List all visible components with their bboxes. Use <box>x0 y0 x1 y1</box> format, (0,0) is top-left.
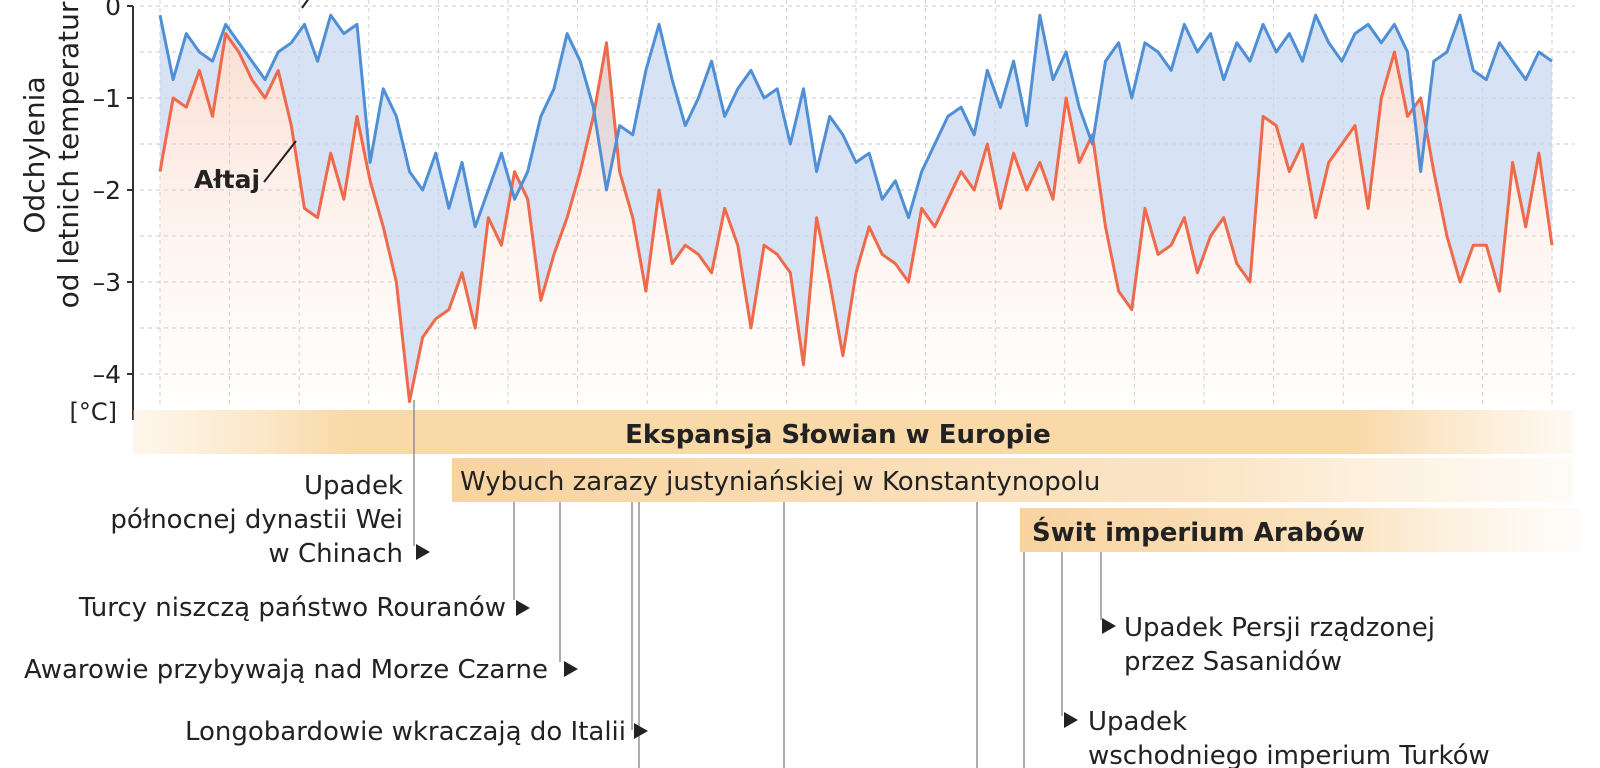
y-axis-title-line2: od letnich temperatur <box>52 1 85 308</box>
event-rouran-arrow-icon <box>516 600 530 616</box>
top-pointer <box>301 0 309 9</box>
y-tick-label: –1 <box>93 84 121 113</box>
plague-bar <box>452 458 1573 502</box>
arab-empire-label: Świt imperium Arabów <box>1032 516 1365 548</box>
altai-series-label: Ałtaj <box>194 165 260 194</box>
y-axis: 0 –1 –2 –3 –4 <box>93 0 134 420</box>
y-axis-title-line1: Odchylenia <box>18 76 51 233</box>
red-fade <box>160 33 1552 406</box>
blue-red-band <box>160 15 1552 402</box>
event-persia-line2: przez Sasanidów <box>1124 647 1342 677</box>
event-lombards-arrow-icon <box>634 723 648 739</box>
band-area <box>160 15 1552 402</box>
y-tick-label: –4 <box>93 360 121 389</box>
slavic-expansion-label: Ekspansja Słowian w Europie <box>625 420 1051 450</box>
series-blue-line <box>158 13 1553 229</box>
event-turks-line2: wschodniego imperium Turków <box>1088 741 1490 768</box>
y-tick-label: 0 <box>105 0 121 21</box>
altai-pointer <box>263 140 297 183</box>
plague-label: Wybuch zarazy justyniańskiej w Konstanty… <box>460 467 1100 497</box>
slavic-expansion-bar <box>133 410 1573 454</box>
altai-label-group: Ałtaj <box>194 0 309 194</box>
event-labels-left: Upadek północnej dynastii Wei w Chinach … <box>24 471 648 747</box>
event-wei-line2: północnej dynastii Wei <box>110 505 403 535</box>
y-axis-unit: [°C] <box>70 398 117 426</box>
series-lines <box>158 13 1554 404</box>
event-turks-arrow-icon <box>1064 712 1078 728</box>
series-altai-line <box>158 32 1554 404</box>
event-rouran: Turcy niszczą państwo Rouranów <box>78 593 506 623</box>
event-persia-arrow-icon <box>1102 618 1116 634</box>
event-wei-arrow-icon <box>416 544 430 560</box>
event-labels-right: Upadek Persji rządzonej przez Sasanidów … <box>1064 613 1490 768</box>
event-bars: Ekspansja Słowian w Europie Wybuch zaraz… <box>133 410 1580 552</box>
event-wei-line1: Upadek <box>304 471 403 501</box>
event-avars: Awarowie przybywają nad Morze Czarne <box>24 655 548 685</box>
event-persia-line1: Upadek Persji rządzonej <box>1124 613 1435 643</box>
event-wei-line3: w Chinach <box>268 539 403 569</box>
event-avars-arrow-icon <box>564 661 578 677</box>
event-lombards: Longobardowie wkraczają do Italii <box>185 717 626 747</box>
event-turks-line1: Upadek <box>1088 707 1187 737</box>
y-tick-label: –3 <box>93 268 121 297</box>
event-lines <box>413 400 1102 768</box>
red-fade-area <box>160 33 1552 406</box>
y-tick-label: –2 <box>93 176 121 205</box>
arab-empire-bar <box>1020 508 1580 552</box>
